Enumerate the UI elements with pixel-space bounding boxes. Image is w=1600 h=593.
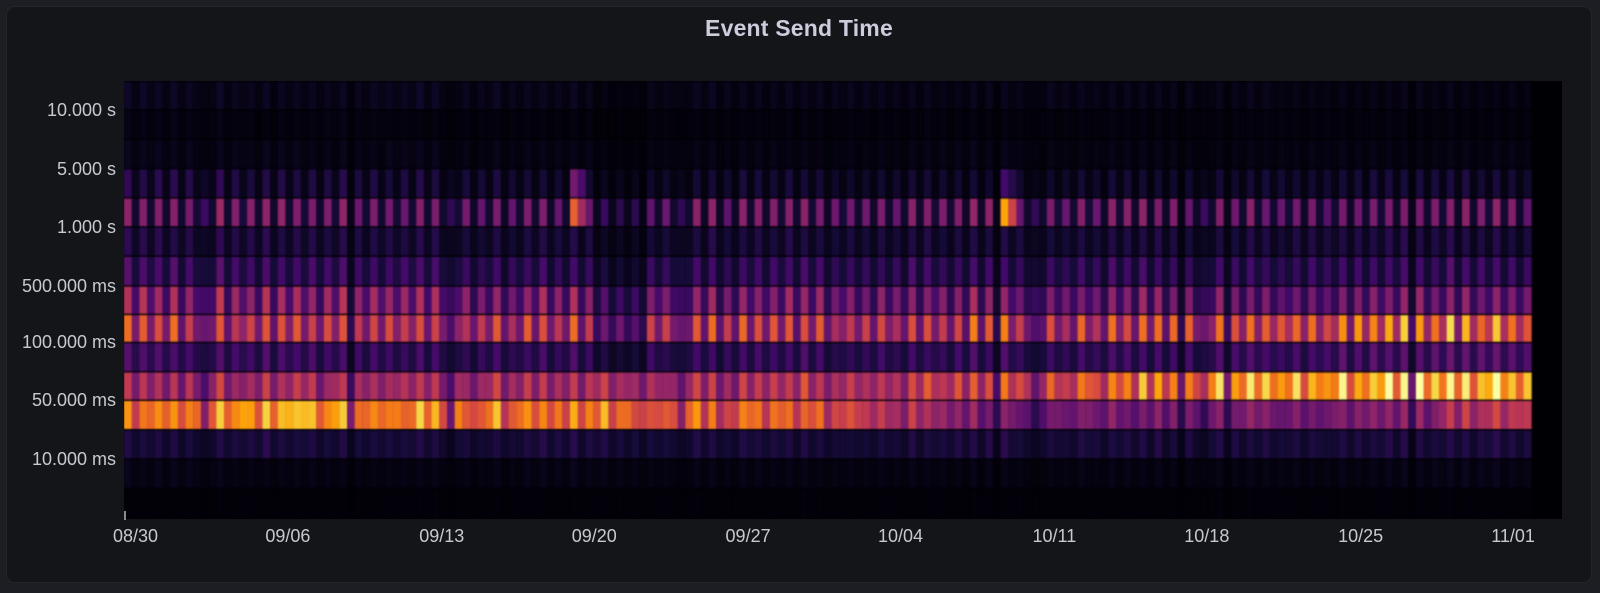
x-tick-label: 11/01 — [1491, 526, 1535, 546]
x-tick-label: 10/18 — [1184, 526, 1230, 546]
x-axis: 08/30 09/06 09/13 09/20 09/27 10/04 10/11 10/18… — [7, 7, 1593, 584]
axis-corner-tick — [124, 511, 126, 520]
event-send-time-panel: Event Send Time 10.000 s 5.000 s 1.000 s 50… — [6, 6, 1592, 583]
x-tick-label: 09/27 — [725, 526, 771, 546]
x-tick-label: 10/04 — [877, 526, 924, 546]
panel-title[interactable]: Event Send Time — [705, 15, 893, 41]
y-tick-label: 10.000 ms — [31, 448, 116, 469]
x-tick-label: 09/06 — [265, 526, 311, 546]
y-tick-label: 50.000 ms — [31, 390, 116, 411]
x-tick-label: 10/25 — [1338, 526, 1384, 546]
x-tick-label: 10/11 — [1032, 526, 1077, 546]
y-tick-label: 1.000 s — [56, 216, 116, 237]
heatmap-canvas[interactable] — [124, 81, 1562, 519]
x-tick-label: 09/20 — [571, 526, 617, 546]
x-tick-label: 09/13 — [419, 526, 465, 546]
x-tick-label: 08/30 — [112, 526, 159, 546]
y-tick-label: 10.000 s — [46, 99, 116, 120]
y-tick-label: 500.000 ms — [21, 275, 116, 296]
heatmap-plot-area — [124, 81, 1562, 519]
y-axis: 10.000 s 5.000 s 1.000 s 500.000 ms 100.000 … — [7, 7, 116, 584]
y-tick-label: 100.000 ms — [21, 332, 116, 353]
y-tick-label: 5.000 s — [56, 158, 116, 179]
